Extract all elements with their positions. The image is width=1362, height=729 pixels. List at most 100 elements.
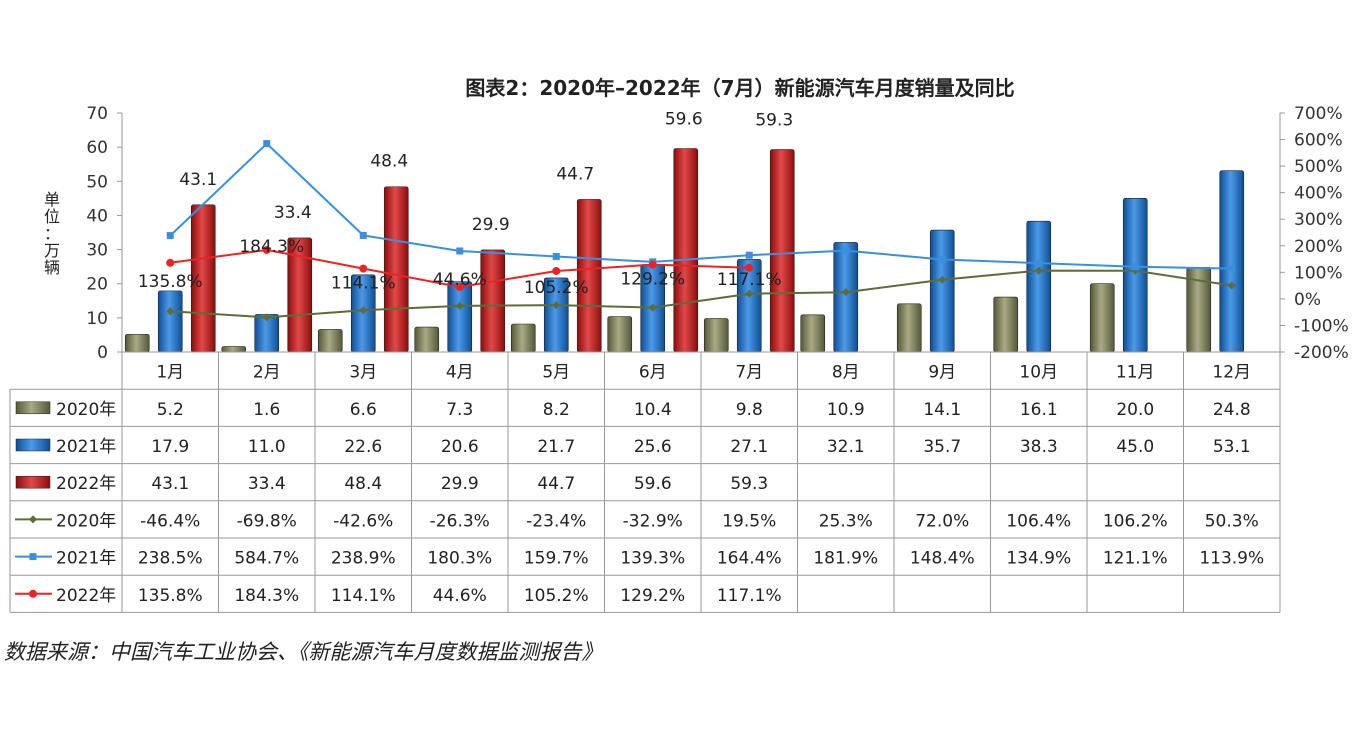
table-cell: 139.3% [620, 549, 685, 569]
legend-marker [29, 589, 37, 598]
point-circle [648, 260, 657, 269]
point-circle [552, 266, 561, 275]
table-cell: -42.6% [333, 511, 393, 531]
bar-2021年-8月 [833, 242, 859, 353]
bar-2021年-4月 [447, 281, 473, 353]
legend-label: 2020年 [56, 400, 116, 420]
point-diamond [841, 288, 850, 297]
table-cell: 106.2% [1103, 511, 1168, 531]
table-cell: 17.9 [151, 437, 189, 457]
x-tick-label: 11月 [1116, 363, 1155, 383]
table-cell: 14.1 [923, 400, 961, 420]
point-square [1035, 259, 1043, 267]
chart-title: 图表2：2020年–2022年（7月）新能源汽车月度销量及同比 [465, 76, 1014, 100]
bar-data-label: 29.9 [472, 215, 510, 235]
bar-2022年-6月 [673, 148, 699, 353]
table-cell: 1.6 [253, 400, 280, 420]
x-tick-label: 5月 [542, 363, 570, 383]
table-cell: -23.4% [526, 511, 586, 531]
line-data-label: 184.3% [239, 237, 304, 257]
table-cell: 164.4% [717, 549, 782, 569]
point-square [263, 140, 271, 148]
point-square [552, 252, 560, 260]
table-cell: 105.2% [524, 586, 589, 606]
point-diamond [1227, 281, 1236, 290]
bar-2020年-3月 [317, 329, 343, 353]
bar-2021年-1月 [157, 290, 183, 353]
bar-2020年-2月 [221, 346, 247, 353]
table-cell: 180.3% [427, 549, 492, 569]
y2-tick-label: 200% [1294, 237, 1343, 257]
table-cell: 44.6% [433, 586, 487, 606]
legend-swatch-bar [15, 438, 51, 452]
table-cell: 11.0 [248, 437, 286, 457]
y2-tick-label: -100% [1294, 316, 1349, 336]
table-cell: 148.4% [910, 549, 975, 569]
y-axis-label-char: 辆 [44, 258, 60, 277]
y-axis-label-char: 万 [44, 241, 60, 260]
y-axis-label-char: ： [44, 224, 60, 243]
point-square [842, 247, 850, 255]
legend-label: 2022年 [56, 474, 116, 494]
table-cell: 25.6 [634, 437, 672, 457]
line-data-label: 114.1% [331, 274, 396, 294]
table-cell: 21.7 [537, 437, 575, 457]
point-circle [166, 258, 175, 267]
x-tick-label: 3月 [349, 363, 377, 383]
table-cell: 117.1% [717, 586, 782, 606]
bar-2022年-7月 [769, 149, 795, 353]
x-tick-label: 12月 [1212, 363, 1251, 383]
line-data-label: 117.1% [717, 270, 782, 290]
bar-data-label: 48.4 [370, 152, 408, 172]
y-tick-label: 30 [86, 241, 108, 261]
table-cell: 50.3% [1205, 511, 1259, 531]
y2-tick-label: 500% [1294, 157, 1343, 177]
bar-2022年-5月 [576, 199, 602, 353]
table-cell: 48.4 [344, 474, 382, 494]
point-circle [745, 263, 754, 272]
table-cell: 20.0 [1116, 400, 1154, 420]
y2-tick-label: 0% [1294, 290, 1321, 310]
point-diamond [745, 289, 754, 298]
bar-2020年-7月 [703, 318, 729, 353]
table-cell: -32.9% [623, 511, 683, 531]
point-square [359, 231, 367, 239]
y-tick-label: 0 [97, 343, 108, 363]
line-data-label: 129.2% [620, 270, 685, 290]
bar-2022年-3月 [383, 186, 409, 353]
point-square [938, 255, 946, 263]
table-cell: 9.8 [736, 400, 763, 420]
table-cell: 6.6 [350, 400, 377, 420]
table-cell: 19.5% [722, 511, 776, 531]
legend-marker [29, 515, 37, 524]
x-tick-label: 1月 [156, 363, 184, 383]
y-tick-label: 10 [86, 309, 108, 329]
table-cell: 5.2 [157, 400, 184, 420]
point-diamond [938, 275, 947, 284]
x-tick-label: 4月 [446, 363, 474, 383]
table-cell: 59.6 [634, 474, 672, 494]
table-cell: 33.4 [248, 474, 286, 494]
y-tick-label: 70 [86, 104, 108, 124]
point-circle [359, 264, 368, 273]
point-circle [455, 283, 464, 292]
table-cell: 59.3 [730, 474, 768, 494]
bar-data-label: 59.3 [755, 111, 793, 131]
y-tick-label: 40 [86, 206, 108, 226]
y2-tick-label: 100% [1294, 263, 1343, 283]
legend-swatch-bar [15, 475, 51, 489]
table-cell: 38.3 [1020, 437, 1058, 457]
y2-tick-label: -200% [1294, 343, 1349, 363]
bar-2021年-10月 [1026, 220, 1052, 353]
point-diamond [455, 301, 464, 310]
table-cell: 25.3% [819, 511, 873, 531]
table-cell: 106.4% [1006, 511, 1071, 531]
line-data-label: 105.2% [524, 278, 589, 298]
point-square [1228, 265, 1236, 273]
table-cell: 8.2 [543, 400, 570, 420]
x-tick-label: 10月 [1019, 363, 1058, 383]
y-axis-label-char: 单 [44, 190, 60, 209]
source-note: 数据来源：中国汽车工业协会、《新能源汽车月度数据监测报告》 [4, 640, 603, 664]
table-cell: 20.6 [441, 437, 479, 457]
x-tick-label: 6月 [639, 363, 667, 383]
